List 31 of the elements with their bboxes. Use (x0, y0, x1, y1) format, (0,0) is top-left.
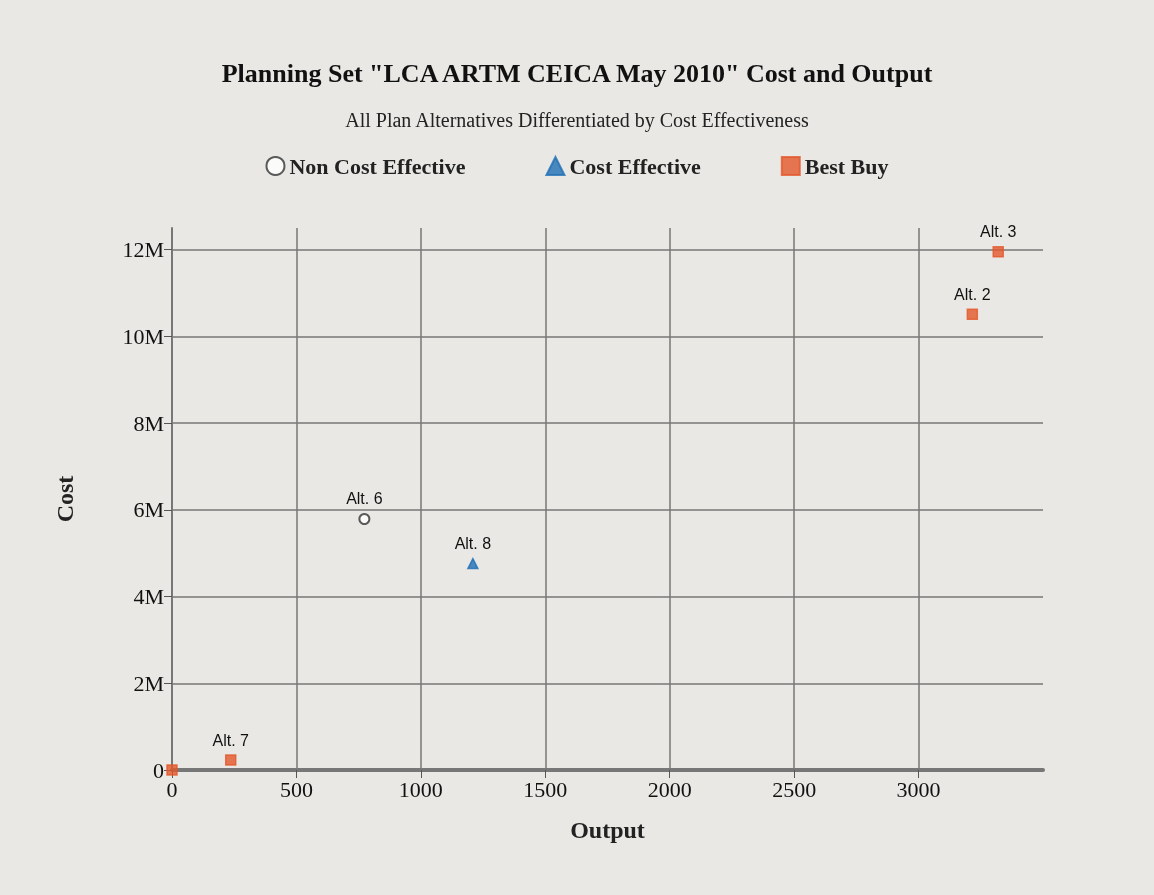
x-tick-label: 1500 (523, 776, 568, 802)
point (966, 308, 979, 321)
y-tick-label: 12M (122, 237, 164, 263)
x-tick-label: 500 (279, 776, 313, 802)
y-tick-label: 6M (133, 497, 164, 523)
chart-title: Planning Set "LCA ARTM CEICA May 2010" Cost and Output (221, 58, 933, 88)
x-axis-title: Output (570, 817, 645, 843)
legend-label: Best Buy (804, 153, 889, 179)
point (166, 764, 178, 776)
annotation: Alt. 2 (954, 285, 991, 303)
x-tick-label: 2500 (772, 776, 817, 802)
annotation: Alt. 3 (979, 223, 1017, 241)
x-tick-label: 2000 (647, 776, 692, 802)
y-tick-label: 8M (133, 410, 164, 436)
chart-subtitle: All Plan Alternatives Differentiated by Cost Effectiveness (345, 109, 810, 132)
point (992, 246, 1004, 258)
y-tick-label: 2M (133, 670, 164, 696)
annotation: Alt. 6 (346, 490, 383, 508)
y-tick-label: 10M (122, 323, 164, 349)
point (224, 754, 237, 766)
point (358, 512, 371, 525)
y-axis-title: Cost (52, 475, 78, 523)
y-tick-label: 0 (153, 757, 164, 783)
legend-label: Non Cost Effective (289, 153, 466, 179)
annotation: Alt. 7 (212, 731, 250, 749)
x-tick-label: 1000 (398, 776, 443, 802)
annotation: Alt. 8 (454, 535, 492, 553)
x-tick-label: 3000 (896, 776, 941, 802)
point (467, 557, 479, 570)
y-tick-label: 4M (133, 584, 164, 610)
legend-label: Cost Effective (569, 153, 702, 179)
